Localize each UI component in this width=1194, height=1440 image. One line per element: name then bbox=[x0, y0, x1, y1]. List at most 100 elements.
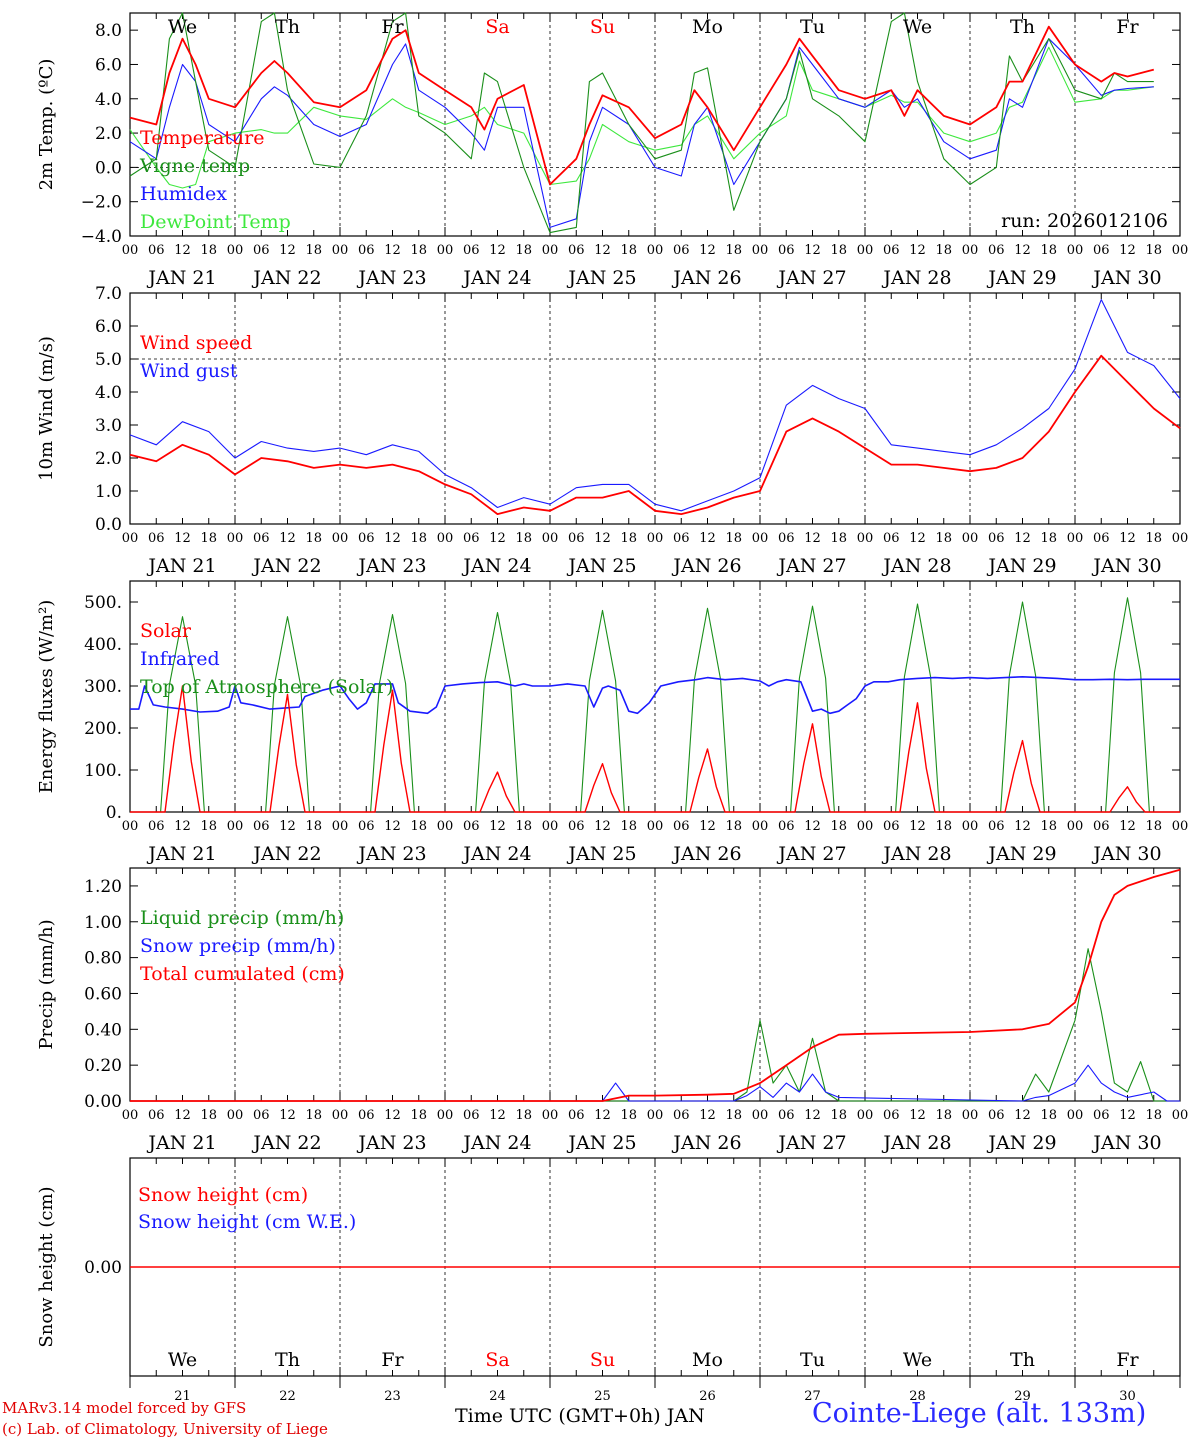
hour-label: 00 bbox=[332, 819, 349, 834]
date-label: JAN 29 bbox=[986, 843, 1056, 865]
hour-label: 06 bbox=[253, 243, 270, 258]
day-name: We bbox=[168, 1349, 197, 1371]
hour-label: 12 bbox=[1119, 1108, 1136, 1123]
day-name: Su bbox=[590, 1349, 615, 1371]
legend-entry: Snow height (cm W.E.) bbox=[138, 1211, 356, 1233]
y-tick-label: 2.0 bbox=[95, 124, 122, 144]
y-tick-label: 4.0 bbox=[95, 90, 122, 110]
day-number: 29 bbox=[1014, 1389, 1031, 1404]
hour-label: 18 bbox=[305, 1108, 322, 1123]
day-name: Tu bbox=[800, 1349, 825, 1371]
y-tick-label: 1.0 bbox=[95, 482, 122, 502]
hour-label: 12 bbox=[489, 243, 506, 258]
hour-label: 00 bbox=[1067, 243, 1084, 258]
hour-label: 12 bbox=[489, 531, 506, 546]
series-line bbox=[129, 354, 1181, 515]
y-axis-label: 10m Wind (m/s) bbox=[36, 336, 57, 481]
hour-label: 18 bbox=[200, 243, 217, 258]
hour-label: 12 bbox=[594, 1108, 611, 1123]
hour-label: 00 bbox=[227, 243, 244, 258]
hour-label: 06 bbox=[463, 243, 480, 258]
hour-label: 18 bbox=[515, 819, 532, 834]
hour-label: 12 bbox=[594, 243, 611, 258]
hour-label: 00 bbox=[962, 1108, 979, 1123]
date-label: JAN 23 bbox=[356, 1132, 426, 1154]
hour-label: 12 bbox=[1014, 819, 1031, 834]
credit-line-1: MARv3.14 model forced by GFS bbox=[2, 1399, 247, 1417]
hour-label: 00 bbox=[122, 531, 139, 546]
hour-label: 06 bbox=[883, 531, 900, 546]
hour-label: 12 bbox=[699, 1108, 716, 1123]
date-label: JAN 27 bbox=[776, 1132, 846, 1154]
y-axis-label: 2m Temp. (ºC) bbox=[36, 59, 57, 191]
hour-label: 00 bbox=[332, 531, 349, 546]
y-tick-label: 8.0 bbox=[95, 21, 122, 41]
panel-2: 7.0 6.0 5.0 4.0 3.0 2.0 1.0 0.0 10m Wind (m/s) 00… bbox=[36, 284, 1188, 577]
hour-label: 18 bbox=[620, 819, 637, 834]
hour-label: 18 bbox=[725, 819, 742, 834]
hour-label: 00 bbox=[647, 243, 664, 258]
hour-label: 12 bbox=[489, 1108, 506, 1123]
day-number: 23 bbox=[384, 1389, 401, 1404]
y-tick-label: 0.00 bbox=[84, 1258, 122, 1278]
hour-label: 06 bbox=[358, 531, 375, 546]
date-label: JAN 30 bbox=[1091, 555, 1161, 577]
y-tick-label: 0.80 bbox=[84, 949, 122, 969]
run-annotation: run: 2026012106 bbox=[1001, 210, 1168, 232]
date-label: JAN 24 bbox=[461, 555, 531, 577]
day-number: 24 bbox=[489, 1389, 506, 1404]
y-tick-label: 0.00 bbox=[84, 1092, 122, 1112]
y-tick-label: 6.0 bbox=[95, 317, 122, 337]
hour-label: 12 bbox=[1119, 531, 1136, 546]
hour-label: 00 bbox=[857, 819, 874, 834]
hour-label: 18 bbox=[305, 531, 322, 546]
hour-label: 00 bbox=[1172, 531, 1189, 546]
hour-label: 00 bbox=[1172, 243, 1189, 258]
legend-entry: Infrared bbox=[140, 648, 220, 670]
legend-entry: Humidex bbox=[140, 183, 227, 205]
day-number: 30 bbox=[1119, 1389, 1136, 1404]
day-number: 26 bbox=[699, 1389, 716, 1404]
hour-label: 12 bbox=[699, 819, 716, 834]
hour-label: 06 bbox=[673, 819, 690, 834]
hour-label: 18 bbox=[830, 819, 847, 834]
y-axis-label: Snow height (cm) bbox=[36, 1186, 57, 1347]
hour-label: 00 bbox=[1172, 819, 1189, 834]
hour-label: 18 bbox=[515, 243, 532, 258]
y-tick-label: 400. bbox=[84, 635, 122, 655]
day-name: Th bbox=[275, 16, 300, 38]
hour-label: 12 bbox=[1014, 243, 1031, 258]
legend-entry: Liquid precip (mm/h) bbox=[140, 907, 344, 929]
hour-label: 00 bbox=[122, 819, 139, 834]
hour-label: 00 bbox=[857, 1108, 874, 1123]
date-label: JAN 22 bbox=[251, 843, 321, 865]
y-axis-label: Precip (mm/h) bbox=[36, 919, 57, 1049]
y-tick-label: 0.40 bbox=[84, 1020, 122, 1040]
day-number: 22 bbox=[279, 1389, 296, 1404]
hour-label: 18 bbox=[200, 819, 217, 834]
y-tick-label: 1.20 bbox=[84, 877, 122, 897]
y-tick-label: 300. bbox=[84, 677, 122, 697]
hour-label: 18 bbox=[935, 243, 952, 258]
date-label: JAN 27 bbox=[776, 267, 846, 289]
hour-label: 18 bbox=[515, 531, 532, 546]
hour-label: 00 bbox=[332, 1108, 349, 1123]
hour-label: 06 bbox=[148, 243, 165, 258]
hour-label: 18 bbox=[1145, 531, 1162, 546]
hour-label: 18 bbox=[410, 243, 427, 258]
date-label: JAN 24 bbox=[461, 843, 531, 865]
hour-label: 06 bbox=[673, 531, 690, 546]
hour-label: 18 bbox=[1145, 243, 1162, 258]
legend-entry: Wind speed bbox=[140, 332, 252, 354]
legend-entry: Wind gust bbox=[140, 360, 238, 382]
hour-label: 00 bbox=[437, 819, 454, 834]
hour-label: 06 bbox=[778, 531, 795, 546]
hour-label: 18 bbox=[1040, 243, 1057, 258]
hour-label: 18 bbox=[935, 819, 952, 834]
date-label: JAN 25 bbox=[566, 555, 636, 577]
hour-label: 12 bbox=[909, 819, 926, 834]
hour-label: 18 bbox=[1145, 1108, 1162, 1123]
day-name: Sa bbox=[485, 1349, 509, 1371]
hour-label: 06 bbox=[358, 819, 375, 834]
date-label: JAN 22 bbox=[251, 1132, 321, 1154]
